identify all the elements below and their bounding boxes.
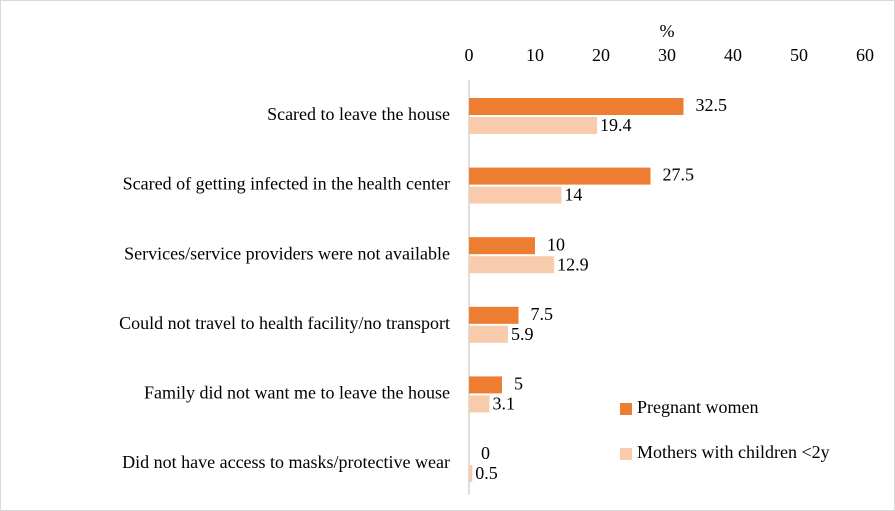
bar (469, 465, 473, 482)
y-tick-label: Scared of getting infected in the health… (123, 174, 450, 194)
bar (469, 325, 508, 343)
data-label: 10 (547, 234, 565, 254)
data-label: 19.4 (600, 115, 632, 135)
legend-label: Mothers with children <2y (637, 442, 830, 462)
data-label: 0.5 (475, 463, 498, 483)
x-tick-label: 10 (526, 45, 544, 65)
data-label: 5.9 (511, 324, 534, 344)
y-tick-label: Services/service providers were not avai… (124, 243, 450, 263)
x-tick-label: 60 (856, 45, 874, 65)
legend-swatch (620, 448, 632, 460)
x-tick-label: 40 (724, 45, 742, 65)
y-tick-label: Could not travel to health facility/no t… (119, 313, 450, 333)
data-label: 32.5 (696, 95, 728, 115)
bar (469, 256, 555, 274)
data-label: 27.5 (663, 165, 695, 185)
bar (469, 98, 684, 115)
data-label: 3.1 (492, 394, 514, 414)
x-tick-label: 0 (465, 45, 474, 65)
y-tick-label: Scared to leave the house (267, 104, 450, 124)
x-tick-label: 20 (592, 45, 610, 65)
legend-label: Pregnant women (637, 397, 758, 417)
bar (469, 167, 651, 185)
x-tick-label: 50 (790, 45, 808, 65)
y-tick-label: Did not have access to masks/protective … (122, 452, 450, 472)
data-label: 14 (564, 185, 582, 205)
bar (469, 376, 502, 394)
bar (469, 395, 490, 413)
bar (469, 237, 535, 255)
bar (469, 117, 598, 134)
x-axis-label: % (660, 21, 675, 41)
legend-swatch (620, 403, 632, 415)
data-label: 0 (481, 443, 490, 463)
data-label: 12.9 (557, 254, 589, 274)
data-label: 5 (514, 374, 523, 394)
data-label: 7.5 (531, 304, 554, 324)
y-tick-label: Family did not want me to leave the hous… (144, 383, 450, 403)
bar (469, 186, 562, 204)
bar (469, 306, 519, 324)
x-tick-label: 30 (658, 45, 676, 65)
